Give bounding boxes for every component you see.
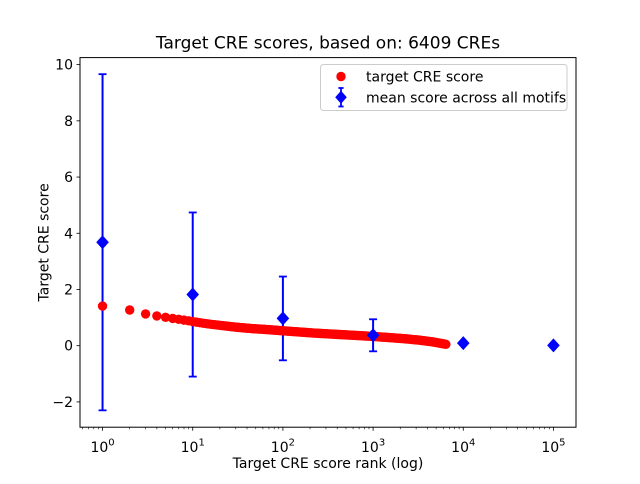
scatter-point (152, 311, 162, 321)
y-tick-label: 4 (64, 226, 73, 242)
y-tick-label: 0 (64, 339, 73, 355)
legend-label-target-cre-score: target CRE score (366, 69, 483, 85)
legend-frame (320, 64, 568, 111)
axes-frame (79, 57, 577, 428)
scatter-point (140, 309, 151, 319)
scatter-point (160, 312, 171, 323)
mean-score-point (186, 287, 200, 302)
scatter-point (97, 301, 108, 311)
y-tick-label: 2 (64, 282, 73, 298)
mean-score-point (276, 311, 290, 326)
mean-score-point (96, 235, 109, 250)
mean-score-point (366, 328, 380, 343)
legend-marker-circle-icon (336, 71, 346, 82)
scatter-point (441, 339, 451, 349)
chart-title: Target CRE scores, based on: 6409 CREs (155, 34, 500, 54)
y-tick-label: −2 (52, 395, 73, 411)
legend-marker-diamond-errorbar-icon (335, 87, 347, 108)
mean-score-point (547, 338, 560, 353)
legend-label-mean-score: mean score across all motifs (366, 90, 566, 106)
y-axis-label: Target CRE score (37, 183, 53, 302)
scatter-point (124, 305, 135, 315)
legend-diamond (335, 90, 347, 104)
y-tick-label: 6 (64, 170, 73, 186)
y-tick-label: 8 (64, 114, 73, 130)
y-tick-label: 10 (55, 58, 73, 74)
mean-score-point (456, 336, 470, 351)
x-axis-label: Target CRE score rank (log) (232, 456, 424, 472)
legend: target CRE score mean score across all m… (320, 64, 568, 111)
